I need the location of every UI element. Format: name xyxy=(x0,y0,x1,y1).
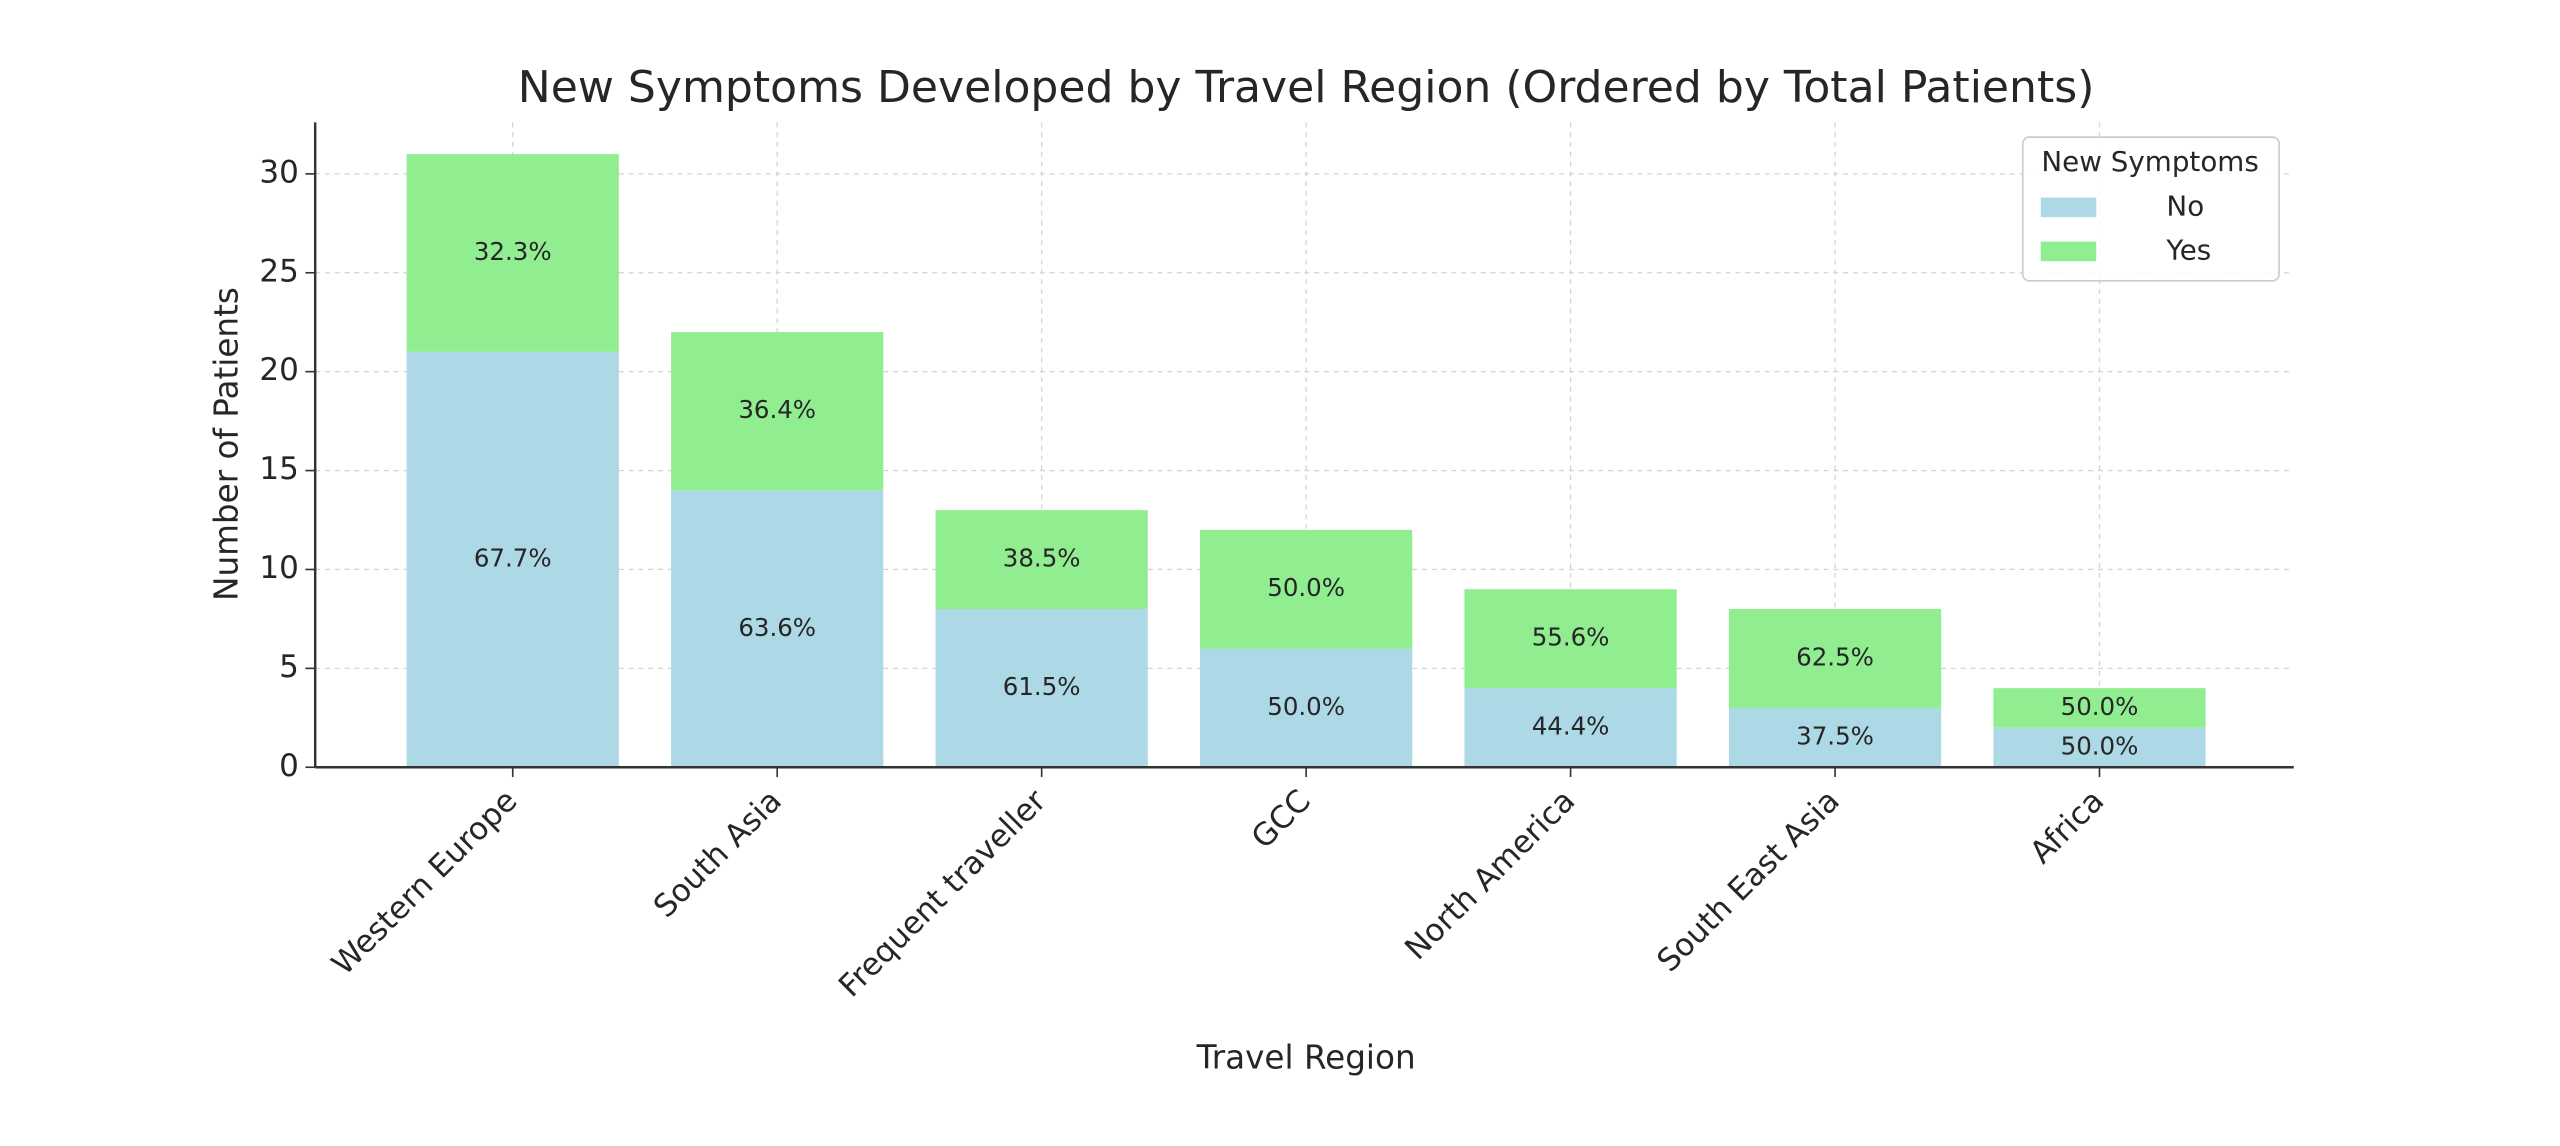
y-tick-label: 0 xyxy=(279,748,299,784)
percent-label: 50.0% xyxy=(1267,692,1345,721)
bar-segment xyxy=(1464,688,1677,768)
legend-swatch xyxy=(2040,241,2097,262)
bar-segment xyxy=(406,154,619,352)
bar-segment xyxy=(1993,688,2206,728)
x-tick-label: GCC xyxy=(1245,783,1318,856)
percent-label: 50.0% xyxy=(1267,573,1345,602)
x-tick-label: North America xyxy=(1398,783,1582,967)
x-tick-label: South East Asia xyxy=(1650,783,1846,979)
percent-label: 62.5% xyxy=(1796,642,1874,671)
percent-label: 50.0% xyxy=(2061,731,2139,760)
bar-segment xyxy=(935,609,1148,768)
bar-segment xyxy=(1464,589,1677,689)
percent-label: 67.7% xyxy=(474,544,552,573)
x-tick-label: Western Europe xyxy=(325,783,524,982)
percent-label: 55.6% xyxy=(1532,623,1610,652)
bars: 67.7% 32.3% 63.6% 36.4% 61.5% 38.5% 50.0% 50.0%… xyxy=(406,154,2206,768)
x-tick-label: South Asia xyxy=(647,783,789,925)
percent-label: 44.4% xyxy=(1532,712,1610,741)
y-axis-label: Number of Patients xyxy=(208,287,246,601)
y-tick-label: 10 xyxy=(259,550,298,586)
bar-segment xyxy=(1993,727,2206,768)
x-tick-label: Frequent traveller xyxy=(832,783,1054,1005)
bar-segment xyxy=(671,490,884,768)
bar-segment xyxy=(935,510,1148,610)
percent-label: 38.5% xyxy=(1003,544,1081,573)
percent-label: 61.5% xyxy=(1003,672,1081,701)
bar-segment xyxy=(1200,529,1413,649)
legend-title: New Symptoms xyxy=(2041,145,2258,178)
percent-label: 36.4% xyxy=(738,395,816,424)
percent-label: 32.3% xyxy=(474,237,552,266)
legend-label: Yes xyxy=(2165,233,2211,266)
y-tick-label: 20 xyxy=(259,352,298,388)
bar-segment xyxy=(1200,648,1413,768)
percent-label: 37.5% xyxy=(1796,722,1874,751)
x-axis-label: Travel Region xyxy=(1196,1038,1416,1076)
legend: New Symptoms No Yes xyxy=(2021,136,2280,282)
legend-entries: No Yes xyxy=(2040,189,2211,266)
bar-segment xyxy=(671,332,884,491)
percent-label: 50.0% xyxy=(2061,692,2139,721)
x-tick-label: Africa xyxy=(2023,783,2111,871)
legend-swatch xyxy=(2040,197,2097,218)
y-tick-label: 5 xyxy=(279,649,299,685)
y-tick-label: 15 xyxy=(259,451,298,487)
bar-segment xyxy=(1728,609,1942,708)
bar-segment xyxy=(406,351,619,768)
legend-label: No xyxy=(2166,189,2204,222)
y-tick-label: 25 xyxy=(259,253,298,289)
chart-title: New Symptoms Developed by Travel Region … xyxy=(518,62,2095,113)
bar-segment xyxy=(1728,707,1942,768)
percent-label: 63.6% xyxy=(738,613,816,642)
y-tick-label: 30 xyxy=(259,154,298,190)
